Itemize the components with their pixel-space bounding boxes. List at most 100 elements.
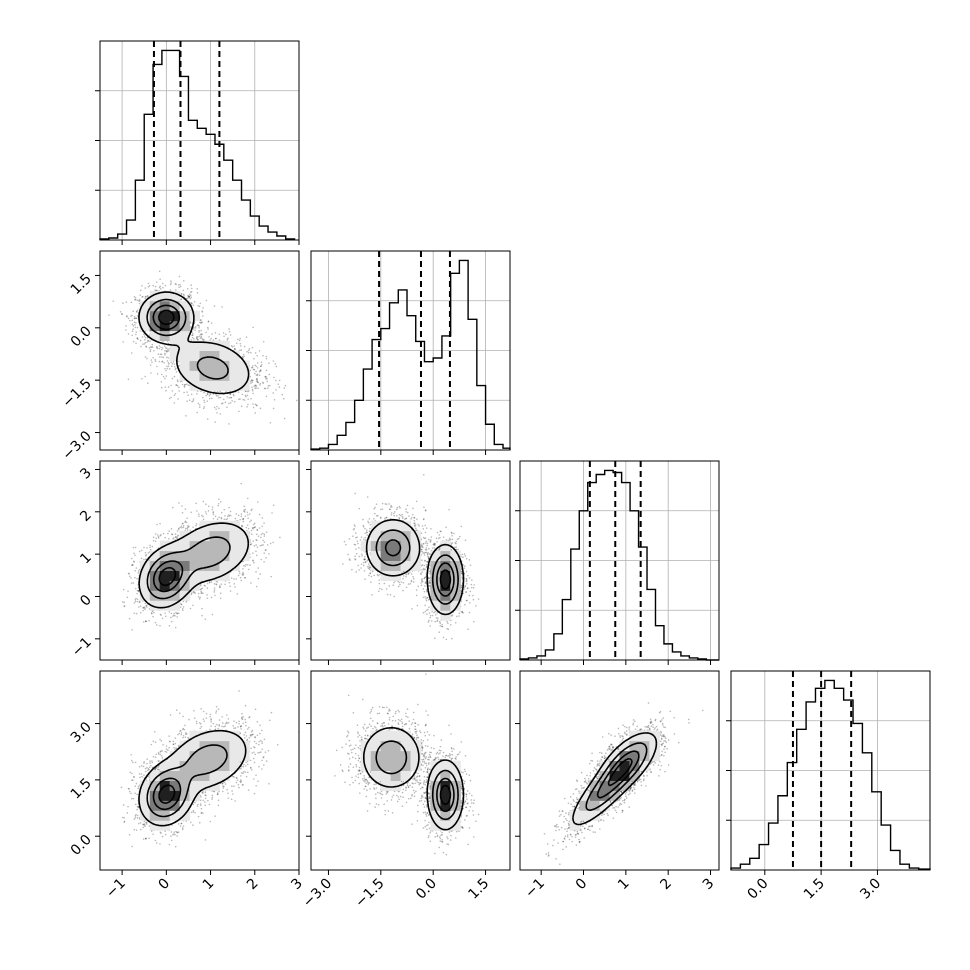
density-cell: [229, 350, 240, 361]
scatter-point: [234, 586, 236, 588]
scatter-point: [190, 592, 193, 594]
scatter-point: [228, 514, 230, 516]
scatter-point: [145, 604, 148, 607]
scatter-point: [205, 331, 207, 334]
scatter-point: [137, 570, 140, 572]
scatter-point: [203, 391, 205, 394]
scatter-point: [158, 345, 161, 347]
scatter-point: [191, 400, 193, 403]
scatter-point: [255, 387, 257, 389]
scatter-point: [154, 358, 156, 361]
scatter-point: [184, 508, 187, 510]
scatter-point: [252, 403, 254, 405]
scatter-point: [133, 317, 136, 320]
scatter-point: [259, 407, 262, 410]
scatter-point: [265, 369, 268, 372]
scatter-point: [171, 377, 174, 380]
scatter-point: [269, 542, 272, 545]
scatter-point: [172, 506, 174, 509]
scatter-point: [221, 306, 223, 308]
scatter-point: [198, 404, 201, 406]
scatter-point: [160, 534, 162, 536]
scatter-point: [257, 577, 260, 580]
scatter-point: [210, 322, 213, 324]
scatter-point: [171, 365, 173, 368]
scatter-point: [272, 392, 275, 394]
scatter-point: [250, 509, 253, 512]
scatter-point: [213, 305, 216, 307]
scatter-point: [264, 387, 267, 390]
scatter-point: [271, 512, 273, 514]
density-cell: [149, 290, 161, 302]
scatter-point: [250, 380, 252, 383]
scatter-point: [228, 328, 230, 330]
scatter-point: [251, 381, 254, 384]
scatter-point: [147, 282, 150, 285]
scatter-point: [267, 385, 270, 387]
scatter-point: [256, 529, 259, 532]
scatter-point: [199, 322, 202, 324]
scatter-point: [239, 518, 242, 521]
scatter-point: [189, 321, 192, 323]
y-tick-label: 1.5: [68, 271, 95, 298]
scatter-point: [265, 557, 267, 559]
scatter-point: [174, 392, 177, 395]
scatter-point: [183, 386, 186, 388]
scatter-point: [208, 581, 211, 583]
scatter-point: [226, 515, 229, 518]
scatter-point: [164, 354, 166, 356]
scatter-point: [256, 539, 258, 542]
scatter-point: [223, 335, 225, 338]
scatter-point: [186, 383, 188, 385]
density-cell: [199, 360, 210, 371]
scatter-point: [128, 572, 130, 575]
scatter-point: [284, 384, 287, 387]
scatter-point: [167, 361, 170, 364]
scatter-point: [240, 405, 243, 408]
scatter-point: [258, 374, 261, 377]
density-cell: [159, 310, 171, 322]
scatter-point: [143, 333, 145, 335]
scatter-point: [136, 600, 139, 603]
scatter-point: [220, 402, 223, 405]
scatter-point: [242, 356, 244, 359]
density-cell: [189, 360, 200, 371]
scatter-point: [260, 558, 262, 561]
scatter-point: [300, 524, 302, 526]
scatter-point: [185, 521, 188, 524]
density-cell: [169, 290, 181, 302]
scatter-point: [239, 342, 242, 345]
scatter-point: [193, 337, 195, 340]
scatter-point: [263, 541, 266, 543]
scatter-point: [240, 515, 243, 518]
scatter-point: [162, 286, 164, 289]
scatter-point: [206, 400, 208, 402]
scatter-point: [257, 535, 260, 537]
scatter-point: [244, 565, 246, 567]
scatter-point: [160, 614, 162, 616]
scatter-point: [130, 301, 133, 304]
scatter-point: [167, 386, 170, 388]
density-cell: [209, 340, 220, 351]
scatter-point: [230, 345, 233, 347]
scatter-point: [279, 536, 281, 539]
scatter-point: [238, 572, 241, 574]
scatter-point: [215, 337, 217, 340]
scatter-point: [165, 350, 167, 352]
scatter-point: [226, 396, 228, 398]
panel-frame: [99, 250, 300, 451]
scatter-point: [136, 337, 139, 339]
scatter-point: [245, 336, 248, 338]
scatter-point: [182, 522, 184, 525]
scatter-point: [155, 624, 158, 626]
scatter-point: [265, 395, 268, 398]
scatter-point: [178, 364, 180, 367]
scatter-point: [176, 385, 179, 387]
scatter-point: [149, 346, 152, 348]
scatter-point: [254, 372, 256, 375]
scatter-point: [256, 380, 258, 383]
scatter-point: [121, 313, 123, 315]
scatter-point: [214, 332, 217, 334]
scatter-point: [134, 576, 136, 579]
scatter-point: [241, 573, 244, 576]
